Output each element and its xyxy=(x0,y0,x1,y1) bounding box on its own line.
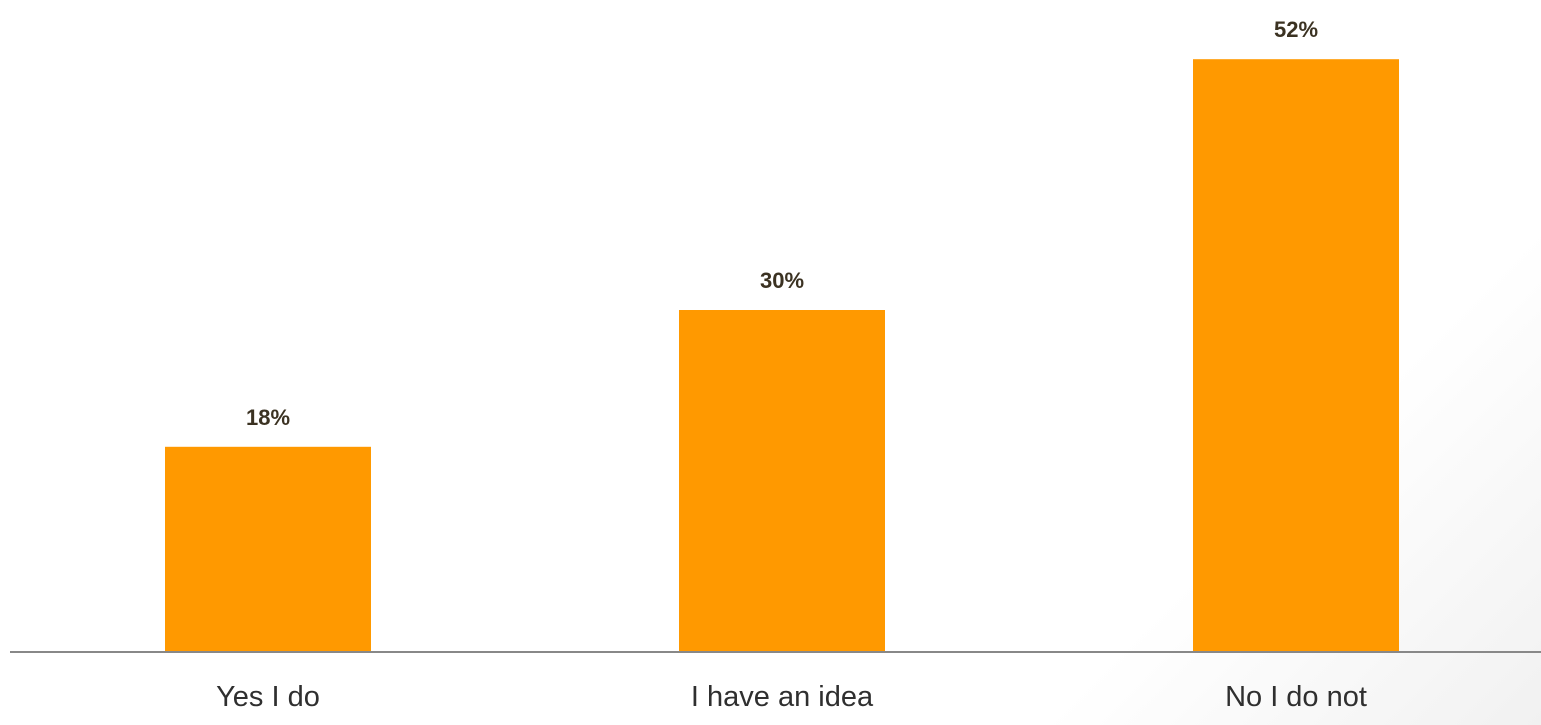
category-labels-group: Yes I do I have an idea No I do not xyxy=(216,681,1367,713)
category-label-2: I have an idea xyxy=(691,681,874,713)
value-labels-group: 18% 30% 52% xyxy=(246,17,1318,430)
bar-3 xyxy=(1193,59,1399,652)
category-label-1: Yes I do xyxy=(216,681,320,713)
bar-1 xyxy=(165,446,371,652)
value-label-3: 52% xyxy=(1274,17,1318,42)
category-label-3: No I do not xyxy=(1225,681,1367,713)
value-label-2: 30% xyxy=(760,268,804,293)
bar-2 xyxy=(679,310,885,652)
value-label-1: 18% xyxy=(246,405,290,430)
bars-group xyxy=(165,59,1399,652)
